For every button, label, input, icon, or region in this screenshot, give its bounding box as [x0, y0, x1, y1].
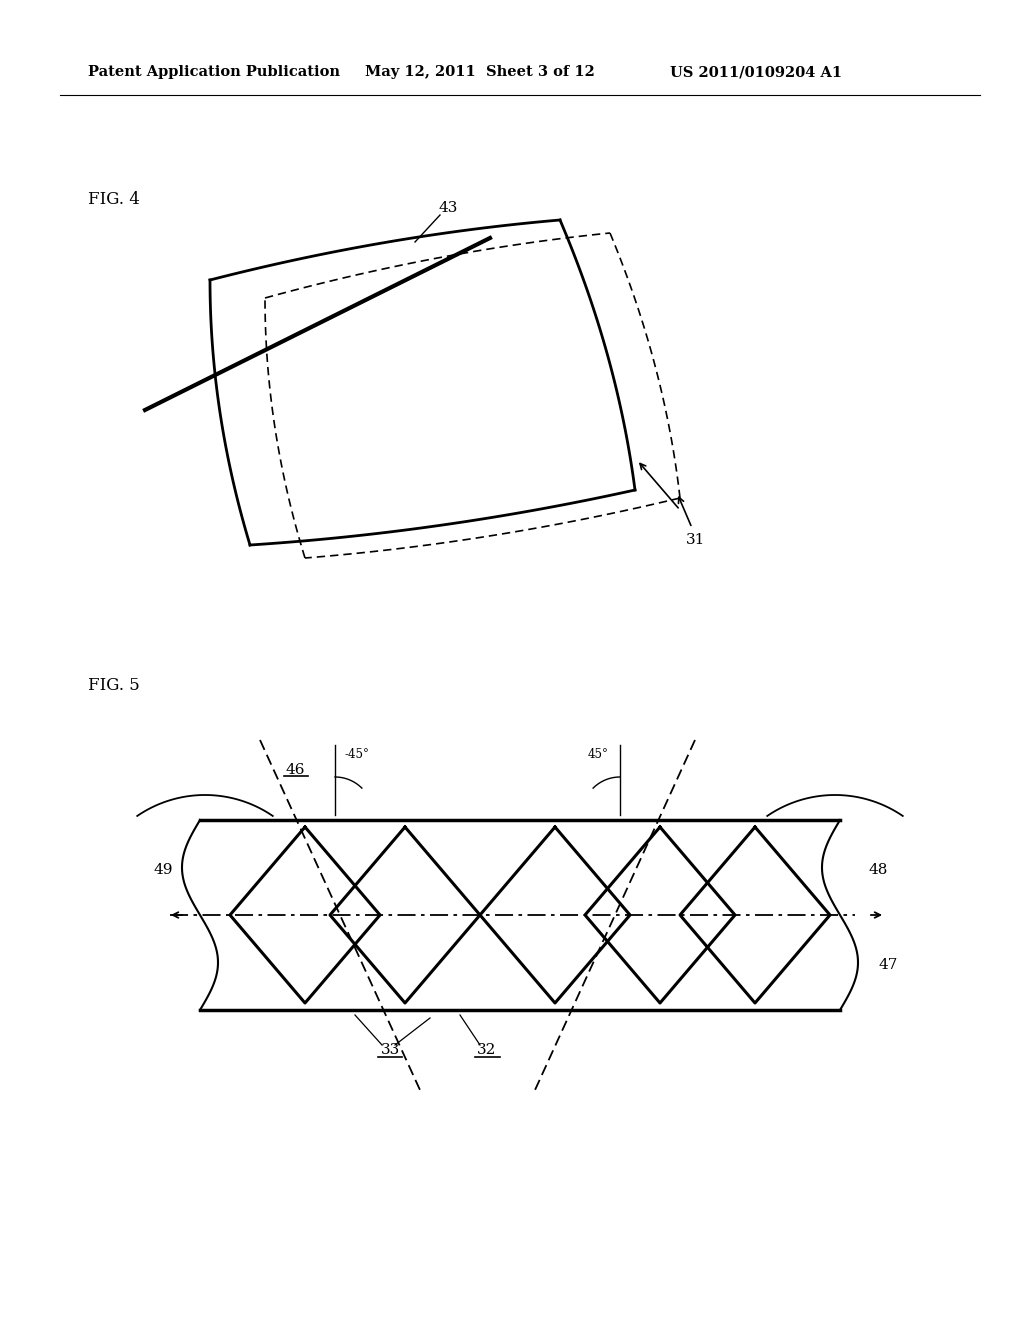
Text: 45°: 45° [588, 748, 608, 762]
Text: 49: 49 [154, 863, 173, 876]
Text: 47: 47 [879, 958, 898, 972]
Text: 31: 31 [686, 533, 706, 546]
Text: 48: 48 [868, 863, 888, 876]
Text: FIG. 5: FIG. 5 [88, 676, 139, 693]
Text: -45°: -45° [344, 748, 370, 762]
Text: FIG. 4: FIG. 4 [88, 191, 140, 209]
Text: 32: 32 [477, 1043, 497, 1057]
Text: 43: 43 [438, 201, 458, 215]
Text: US 2011/0109204 A1: US 2011/0109204 A1 [670, 65, 842, 79]
Text: Patent Application Publication: Patent Application Publication [88, 65, 340, 79]
Text: 46: 46 [286, 763, 305, 777]
Text: May 12, 2011  Sheet 3 of 12: May 12, 2011 Sheet 3 of 12 [365, 65, 595, 79]
Text: 33: 33 [380, 1043, 399, 1057]
